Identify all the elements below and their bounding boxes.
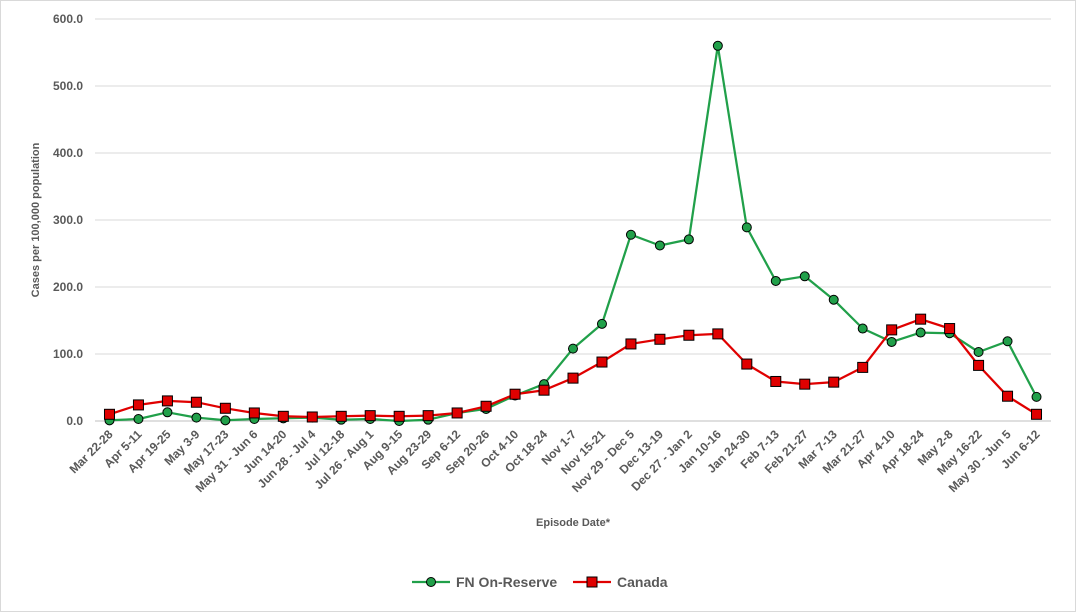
data-point [538, 384, 550, 396]
data-point [625, 338, 637, 350]
legend-marker [426, 577, 436, 587]
data-point [191, 412, 202, 423]
data-point [451, 407, 463, 419]
data-point [480, 400, 492, 412]
data-point [799, 271, 810, 282]
data-point [683, 329, 695, 341]
data-point [770, 375, 782, 387]
data-point [1002, 390, 1014, 402]
data-point [1031, 391, 1042, 402]
data-point [277, 410, 289, 422]
data-point [857, 361, 869, 373]
y-tick-label: 600.0 [53, 12, 83, 26]
data-point [1002, 336, 1013, 347]
y-tick-label: 400.0 [53, 146, 83, 160]
data-point [364, 410, 376, 422]
data-point [625, 229, 636, 240]
data-point [799, 378, 811, 390]
series-markers [103, 40, 1043, 426]
data-point [654, 240, 665, 251]
data-point [828, 376, 840, 388]
data-point [770, 275, 781, 286]
y-tick-label: 300.0 [53, 213, 83, 227]
gridlines [95, 18, 1051, 422]
data-point [220, 415, 231, 426]
data-point [973, 359, 985, 371]
data-point [712, 328, 724, 340]
data-point [568, 343, 578, 354]
data-point [683, 234, 694, 245]
data-point [596, 318, 607, 329]
data-point [886, 336, 897, 347]
data-point [103, 408, 115, 420]
data-point [886, 324, 898, 336]
y-tick-label: 500.0 [53, 79, 83, 93]
data-point [190, 396, 202, 408]
data-point [741, 222, 752, 233]
y-tick-label: 100.0 [53, 347, 83, 361]
data-point [915, 327, 926, 338]
data-point [944, 323, 956, 335]
data-point [422, 410, 434, 422]
data-point [248, 407, 260, 419]
data-point [162, 407, 173, 418]
data-point [712, 40, 723, 51]
data-point [132, 399, 144, 411]
data-point [335, 410, 347, 422]
data-point [857, 323, 868, 334]
legend-label: FN On-Reserve [456, 574, 557, 590]
data-point [219, 402, 231, 414]
data-point [741, 358, 753, 370]
data-point [133, 413, 144, 424]
legend-label: Canada [617, 574, 668, 590]
series-line-0 [109, 44, 1038, 423]
data-point [161, 395, 173, 407]
data-point [596, 356, 608, 368]
data-point [828, 294, 839, 305]
y-axis-title: Cases per 100,000 population [30, 142, 42, 297]
legend-marker [586, 576, 598, 588]
data-point [973, 346, 984, 357]
series-lines [109, 44, 1038, 423]
y-tick-label: 200.0 [53, 280, 83, 294]
x-axis-title: Episode Date* [536, 517, 611, 529]
data-point [654, 333, 666, 345]
series-line-1 [109, 318, 1038, 419]
legend: FN On-Reserve Canada [412, 574, 668, 590]
data-point [306, 411, 318, 423]
data-point [915, 313, 927, 325]
data-point [567, 372, 579, 384]
data-point [1031, 408, 1043, 420]
data-point [509, 388, 521, 400]
data-point [393, 410, 405, 422]
y-tick-label: 0.0 [66, 414, 83, 428]
y-axis-ticks: 0.0 100.0 200.0 300.0 400.0 500.0 600.0 [53, 12, 83, 428]
